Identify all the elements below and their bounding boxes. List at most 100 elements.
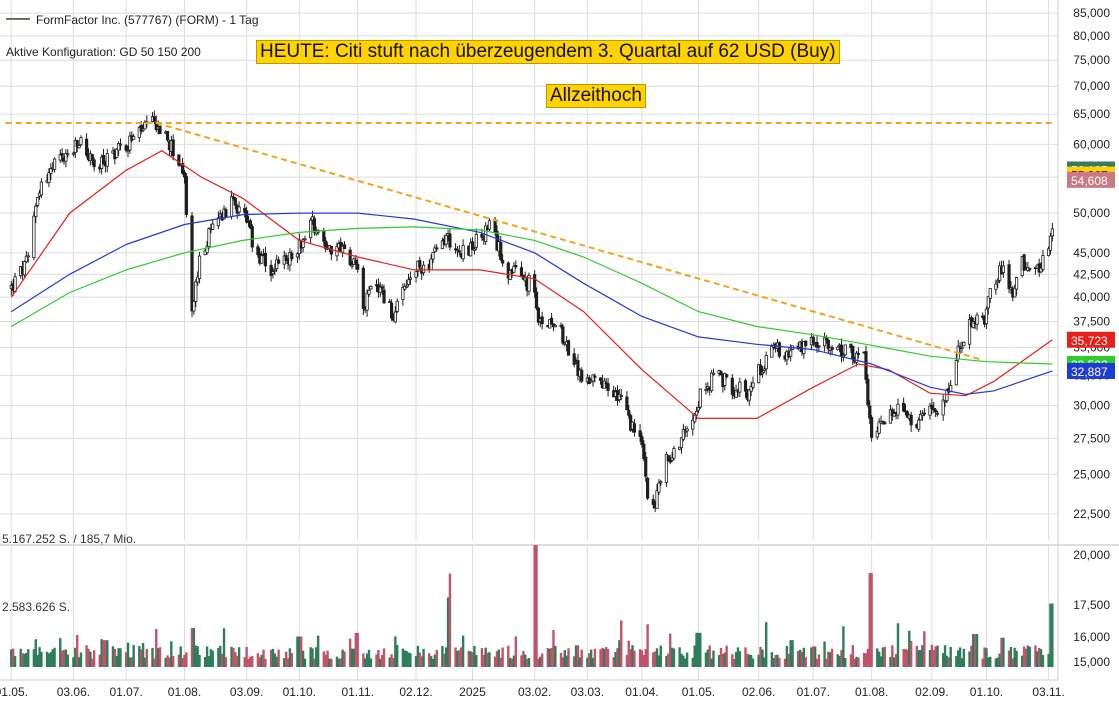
volume-bar (836, 654, 839, 667)
volume-bar (407, 652, 410, 667)
news-headline[interactable]: HEUTE: Citi stuft nach überzeugendem 3. … (256, 40, 840, 64)
candle-body (380, 286, 384, 289)
volume-bar (493, 656, 497, 667)
candle-body (817, 345, 821, 348)
volume-bar (785, 645, 789, 667)
volume-bar (853, 658, 856, 667)
candle-body (367, 289, 371, 295)
volume-bar (196, 646, 199, 667)
volume-bar (326, 650, 329, 667)
volume-bar (316, 635, 320, 667)
candle-body (295, 253, 300, 258)
volume-bar (734, 651, 738, 667)
candle-body (986, 296, 990, 309)
candle-body (593, 375, 597, 378)
candle-body (322, 230, 326, 242)
candle-body (941, 399, 945, 416)
volume-bar (211, 650, 214, 667)
candle-body (309, 219, 313, 239)
volume-bar (448, 573, 452, 667)
candle-body (382, 289, 386, 304)
candle-body (290, 252, 294, 260)
volume-bar (130, 657, 133, 667)
volume-bar (75, 635, 79, 667)
candle-body (533, 274, 537, 293)
volume-bar (32, 649, 36, 667)
candle-body (903, 410, 908, 413)
volume-bar (721, 653, 725, 667)
candle-body (406, 279, 411, 285)
volume-bar (678, 647, 681, 667)
candle-body (764, 355, 768, 370)
volume-bar (198, 654, 201, 667)
candle-body (892, 413, 896, 417)
volume-bar (751, 658, 755, 667)
volume-bar (194, 645, 197, 667)
volume-bar (1047, 653, 1050, 667)
candle-body (843, 344, 847, 356)
volume-bar (921, 645, 924, 667)
volume-bar (736, 647, 740, 667)
volume-bar (473, 645, 476, 667)
x-tick-label: 02.09. (915, 685, 948, 699)
volume-bar (339, 658, 342, 667)
volume-tick-label: 17,500 (1073, 598, 1110, 612)
candle-body (141, 128, 145, 131)
volume-bar (891, 645, 894, 667)
volume-bar (1049, 603, 1052, 667)
candle-body (1022, 254, 1026, 271)
volume-bar (567, 648, 570, 667)
volume-bar (429, 656, 433, 667)
volume-bar (620, 620, 623, 667)
volume-bar (817, 654, 821, 667)
ma-line-gd-50 (10, 149, 1053, 419)
candle-body (237, 206, 241, 213)
candle-body (749, 386, 753, 392)
volume-bar (364, 658, 367, 667)
volume-bar (1041, 654, 1045, 667)
volume-bar (909, 640, 913, 667)
volume-bar (166, 655, 169, 667)
volume-bar (269, 649, 273, 667)
candle-body (851, 345, 855, 360)
volume-bar (330, 658, 333, 667)
candle-body (945, 389, 949, 402)
volume-bar (51, 649, 54, 667)
volume-bar (923, 631, 926, 667)
volume-bar (117, 648, 120, 667)
volume-bar (838, 655, 841, 667)
candle-body (433, 247, 437, 252)
candle-body (152, 116, 156, 122)
volume-bar (284, 651, 288, 667)
x-axis: 01.05. 03.06. 01.07. 01.08. 03.09. 01.10. 01.1… (0, 685, 1065, 699)
volume-bar (190, 627, 194, 667)
volume-bar (510, 658, 514, 667)
price-tag (1067, 171, 1115, 188)
volume-bar (335, 656, 339, 667)
candle-body (64, 153, 68, 162)
volume-bar (102, 640, 105, 667)
candle-body (815, 341, 819, 348)
volume-bar (262, 649, 265, 667)
candle-body (1007, 264, 1011, 290)
candle-body (1039, 267, 1043, 273)
candle-body (777, 342, 781, 357)
candles (9, 110, 1054, 513)
candle-body (47, 172, 51, 183)
volume-bar (563, 650, 566, 667)
candle-body (132, 136, 136, 140)
candle-body (902, 402, 906, 412)
volume-bar (699, 632, 702, 667)
candle-body (480, 234, 484, 238)
volume-bar (219, 645, 222, 667)
candle-body (101, 155, 106, 165)
volume-bar (145, 648, 149, 667)
candle-body (875, 431, 879, 438)
y-tick-label: 37,500 (1073, 314, 1110, 328)
candle-body (495, 230, 499, 251)
candle-body (378, 286, 382, 293)
candle-body (549, 317, 554, 325)
volume-bar (744, 647, 747, 667)
volume-bar (704, 652, 708, 667)
volume-bar (232, 647, 235, 667)
